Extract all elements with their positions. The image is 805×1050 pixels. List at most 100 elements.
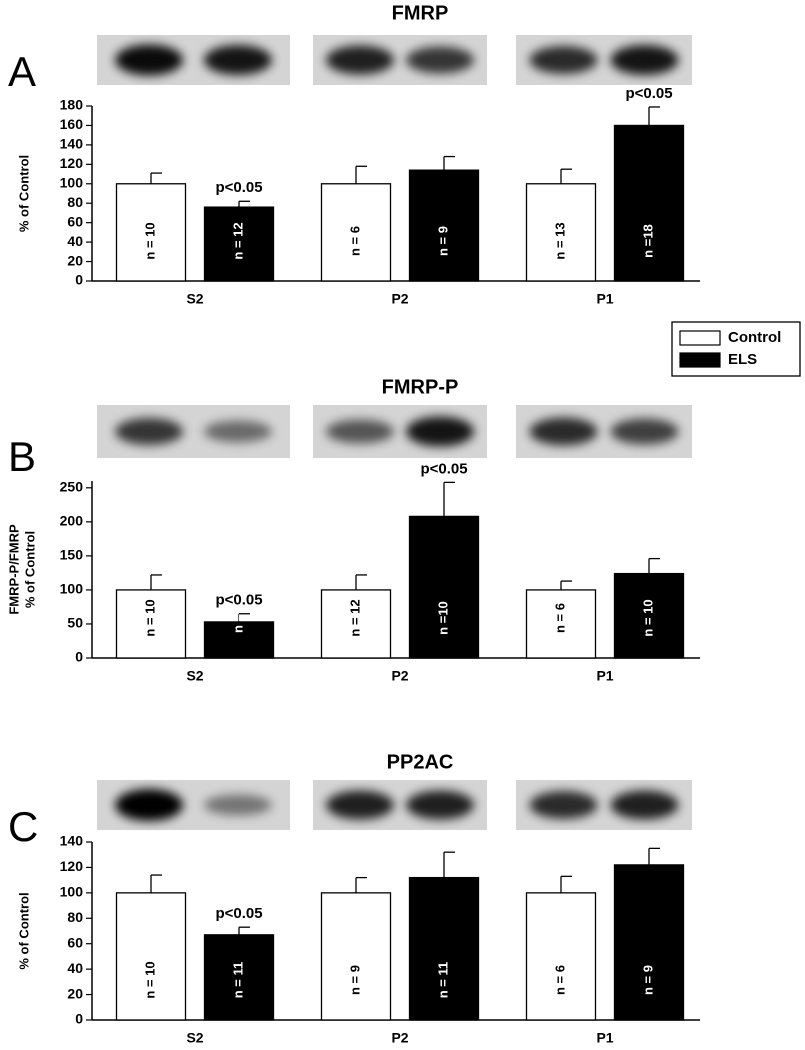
y-tick-label: 100	[60, 884, 84, 900]
y-tick-label: 60	[67, 934, 83, 950]
y-tick-label: 180	[60, 97, 84, 113]
x-tick-label: P1	[596, 291, 613, 307]
n-label: n = 13	[552, 222, 567, 259]
blot-band	[203, 794, 272, 816]
y-tick-label: 0	[75, 649, 83, 665]
y-tick-label: 60	[67, 213, 83, 229]
blot-band	[325, 419, 394, 444]
chart-title: PP2AC	[387, 751, 454, 773]
y-tick-label: 140	[60, 833, 84, 849]
bar	[613, 124, 685, 282]
legend-swatch	[679, 352, 721, 368]
bar	[613, 864, 685, 1021]
y-tick-label: 80	[67, 194, 83, 210]
bar	[613, 572, 685, 659]
blot-band	[203, 45, 272, 75]
x-tick-label: P1	[596, 1030, 613, 1046]
bar	[408, 876, 480, 1021]
blot-band	[115, 789, 184, 821]
y-tick-label: 120	[60, 858, 84, 874]
panel-label: A	[8, 48, 36, 95]
bar	[525, 183, 597, 282]
n-label: n = 6	[347, 226, 362, 256]
y-axis-label: % of Control	[16, 892, 31, 969]
n-label: n = 6	[552, 603, 567, 633]
blot-band	[406, 46, 475, 74]
y-tick-label: 40	[67, 960, 83, 976]
legend-label: Control	[728, 329, 781, 346]
blot-band	[610, 418, 679, 445]
n-label: n = 6	[552, 965, 567, 995]
x-tick-label: P2	[391, 291, 408, 307]
y-axis-label: FMRP-P/FMRP	[6, 524, 21, 615]
n-label: n = 9	[640, 965, 655, 995]
bar	[408, 515, 480, 659]
blot-band	[610, 790, 679, 820]
x-tick-label: P2	[391, 1030, 408, 1046]
y-tick-label: 200	[60, 513, 84, 529]
y-tick-label: 40	[67, 233, 83, 249]
chart-title: FMRP	[392, 2, 449, 24]
y-axis-label: % of Control	[22, 531, 37, 608]
blot-band	[203, 420, 272, 443]
n-label: n = 10	[142, 961, 157, 998]
y-tick-label: 140	[60, 136, 84, 152]
n-label: n = 10	[142, 222, 157, 259]
blot-band	[406, 790, 475, 820]
x-tick-label: S2	[186, 291, 203, 307]
y-tick-label: 0	[75, 1011, 83, 1027]
y-tick-label: 20	[67, 985, 83, 1001]
y-tick-label: 20	[67, 252, 83, 268]
chart-title: FMRP-P	[382, 376, 459, 398]
y-tick-label: 50	[67, 615, 83, 631]
y-axis-label: % of Control	[16, 155, 31, 232]
x-tick-label: S2	[186, 1030, 203, 1046]
y-tick-label: 80	[67, 909, 83, 925]
bar	[525, 892, 597, 1021]
panel-label: B	[8, 433, 36, 480]
blot-band	[406, 416, 475, 447]
bar	[320, 589, 392, 659]
y-tick-label: 150	[60, 547, 84, 563]
p-value-label: p<0.05	[625, 85, 672, 102]
bar	[115, 589, 187, 659]
p-value-label: p<0.05	[420, 460, 467, 477]
bar	[203, 934, 275, 1021]
blot-band	[115, 418, 184, 445]
bar	[408, 169, 480, 282]
panel-label: C	[8, 803, 38, 850]
y-tick-label: 250	[60, 479, 84, 495]
bar	[115, 892, 187, 1021]
legend-swatch	[679, 330, 721, 346]
bar	[203, 206, 275, 282]
p-value-label: p<0.05	[215, 905, 262, 922]
n-label: n = 11	[230, 962, 245, 999]
y-tick-label: 0	[75, 272, 83, 288]
blot-band	[115, 44, 184, 76]
n-label: n =10	[435, 601, 450, 635]
n-label: n = 10	[142, 599, 157, 636]
n-label: n = 9	[347, 965, 362, 995]
blot-band	[325, 45, 394, 75]
blot-band	[529, 46, 598, 74]
n-label: n = 10	[640, 599, 655, 636]
y-tick-label: 100	[60, 581, 84, 597]
n-label: n =18	[640, 224, 655, 258]
y-tick-label: 160	[60, 116, 84, 132]
legend-label: ELS	[728, 351, 757, 368]
p-value-label: p<0.05	[215, 179, 262, 196]
bar	[320, 892, 392, 1021]
blot-band	[325, 790, 394, 820]
bar	[115, 183, 187, 282]
n-label: n = 12	[347, 599, 362, 636]
bar	[203, 621, 275, 659]
n-label: n = 12	[230, 222, 245, 259]
x-tick-label: S2	[186, 668, 203, 684]
blot-band	[529, 417, 598, 446]
n-label: n = 8	[230, 603, 245, 633]
blot-band	[610, 45, 679, 75]
bar	[320, 183, 392, 282]
y-tick-label: 100	[60, 174, 84, 190]
